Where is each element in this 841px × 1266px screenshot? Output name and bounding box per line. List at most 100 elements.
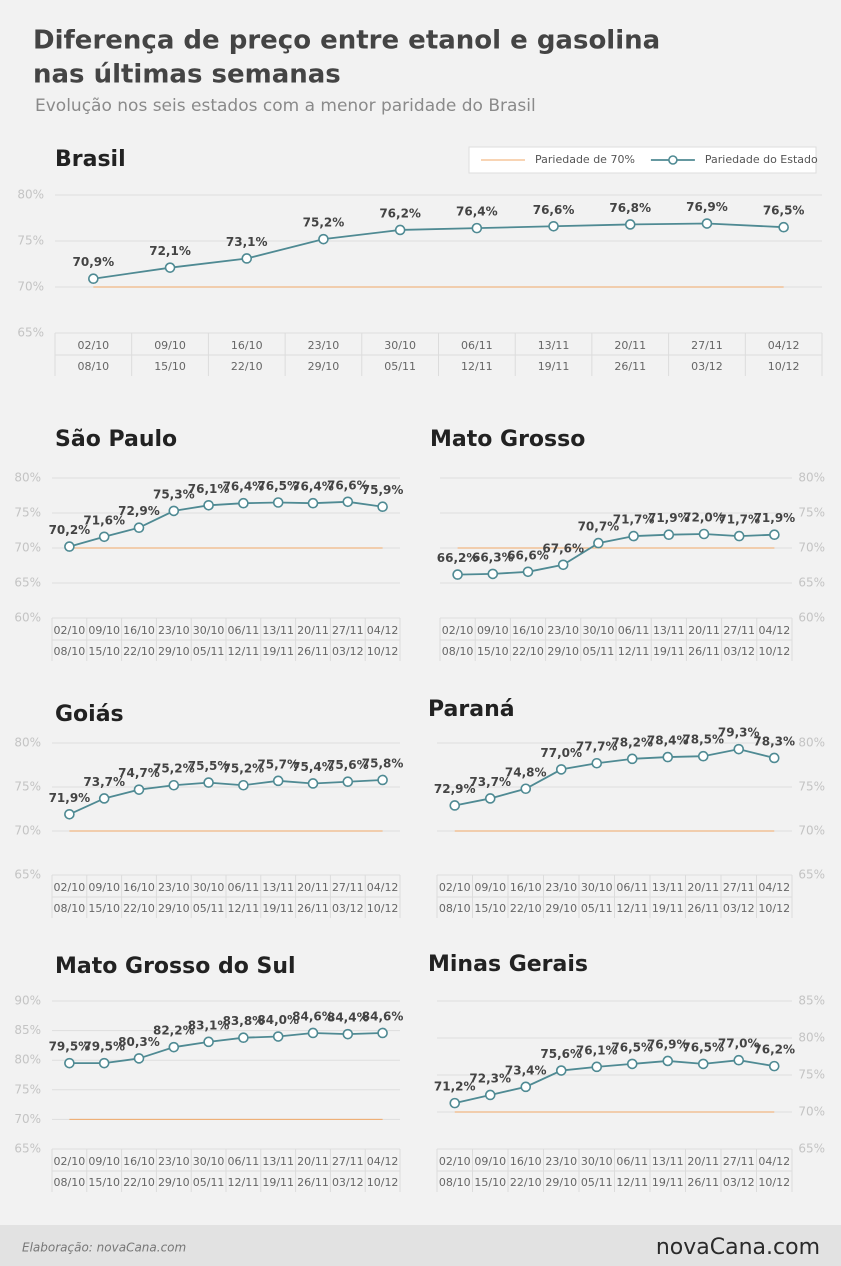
value-label: 71,6% — [83, 513, 125, 527]
point — [203, 777, 214, 788]
value-label: 73,1% — [226, 235, 268, 249]
x-tick-label: 13/11 — [538, 339, 570, 352]
y-tick-label: 80% — [14, 1053, 41, 1067]
value-label: 76,5% — [257, 479, 299, 493]
x-tick-label: 06/11 — [228, 1155, 260, 1168]
point — [272, 775, 284, 787]
y-tick-label: 80% — [798, 471, 825, 485]
x-tick-label: 22/10 — [231, 360, 263, 373]
legend-box — [468, 146, 817, 174]
x-tick-label: 16/10 — [510, 881, 542, 894]
point — [662, 751, 674, 763]
x-tick-label: 03/12 — [723, 645, 755, 658]
point — [555, 764, 567, 775]
x-tick-label: 10/12 — [768, 360, 800, 373]
value-label: 76,9% — [686, 200, 728, 214]
x-tick-label: 29/10 — [545, 1176, 577, 1189]
y-tick-label: 75% — [14, 1082, 41, 1096]
x-tick-label: 08/10 — [54, 902, 86, 915]
value-label: 71,9% — [648, 511, 690, 525]
value-label: 75,2% — [303, 216, 345, 230]
x-tick-label: 26/11 — [297, 645, 329, 658]
value-label: 72,3% — [469, 1071, 511, 1085]
value-label: 76,6% — [327, 478, 369, 492]
x-tick-label: 15/10 — [88, 902, 120, 915]
point — [307, 497, 319, 509]
x-tick-label: 16/10 — [123, 881, 155, 894]
value-label: 75,3% — [153, 487, 195, 501]
point — [168, 779, 180, 791]
legend-label: Pariedade de 70% — [535, 153, 635, 166]
x-tick-label: 02/10 — [77, 339, 109, 352]
x-tick-label: 09/10 — [477, 624, 509, 637]
series-line — [69, 1032, 383, 1065]
x-tick-label: 20/11 — [297, 1155, 329, 1168]
value-label: 76,4% — [292, 480, 334, 494]
point — [484, 793, 496, 804]
x-tick-label: 19/11 — [653, 645, 685, 658]
point — [733, 1054, 745, 1066]
x-tick-label: 12/11 — [616, 902, 648, 915]
x-tick-label: 15/10 — [477, 645, 509, 658]
x-tick-label: 13/11 — [262, 624, 294, 637]
point — [591, 757, 603, 769]
legend-marker — [668, 155, 678, 165]
value-label: 75,6% — [540, 1047, 582, 1061]
value-label: 71,7% — [718, 513, 760, 527]
series-line — [457, 533, 775, 576]
chart-title: Mato Grosso do Sul — [55, 954, 296, 979]
point — [768, 1060, 780, 1072]
point — [663, 529, 675, 541]
point — [698, 528, 710, 540]
x-tick-label: 13/11 — [262, 881, 294, 894]
x-tick-label: 10/12 — [367, 1176, 399, 1189]
value-label: 73,4% — [505, 1063, 547, 1077]
x-tick-label: 02/10 — [439, 1155, 471, 1168]
point — [452, 569, 463, 580]
x-tick-label: 09/10 — [88, 624, 120, 637]
x-tick-label: 04/12 — [367, 1155, 399, 1168]
x-tick-label: 23/10 — [547, 624, 579, 637]
value-label: 71,9% — [49, 791, 91, 805]
y-tick-label: 70% — [14, 1112, 41, 1126]
x-tick-label: 29/10 — [158, 645, 190, 658]
point — [697, 1058, 709, 1070]
x-tick-label: 23/10 — [158, 624, 190, 637]
x-tick-label: 30/10 — [193, 624, 225, 637]
subtitle: Evolução nos seis estados com a menor pa… — [35, 96, 536, 116]
point — [238, 1032, 249, 1044]
x-tick-label: 05/11 — [583, 645, 615, 658]
value-label: 84,6% — [292, 1009, 334, 1023]
point — [769, 529, 780, 541]
point — [98, 793, 110, 804]
x-tick-label: 15/10 — [474, 1176, 506, 1189]
value-label: 72,0% — [683, 511, 725, 525]
point — [241, 253, 253, 264]
series-line — [454, 748, 775, 807]
value-label: 76,8% — [609, 201, 651, 215]
x-tick-label: 03/12 — [723, 1176, 755, 1189]
x-tick-label: 08/10 — [439, 902, 471, 915]
point — [593, 537, 604, 549]
x-tick-label: 06/11 — [228, 881, 260, 894]
value-label: 71,2% — [434, 1080, 476, 1094]
point — [624, 219, 636, 230]
series-line — [69, 500, 383, 548]
value-label: 84,0% — [257, 1013, 299, 1027]
x-tick-label: 23/10 — [158, 1155, 190, 1168]
value-label: 75,2% — [153, 762, 195, 776]
y-tick-label: 70% — [14, 824, 41, 838]
x-tick-label: 19/11 — [262, 1176, 294, 1189]
y-tick-label: 60% — [14, 611, 41, 625]
x-tick-label: 27/11 — [332, 624, 364, 637]
x-tick-label: 05/11 — [193, 645, 225, 658]
y-tick-label: 65% — [14, 868, 41, 882]
chart-title: Goiás — [55, 702, 124, 727]
y-tick-label: 80% — [17, 188, 44, 202]
x-tick-label: 27/11 — [723, 881, 755, 894]
x-tick-label: 30/10 — [583, 624, 615, 637]
x-tick-label: 05/11 — [581, 1176, 613, 1189]
y-tick-label: 75% — [798, 780, 825, 794]
point — [733, 743, 745, 755]
